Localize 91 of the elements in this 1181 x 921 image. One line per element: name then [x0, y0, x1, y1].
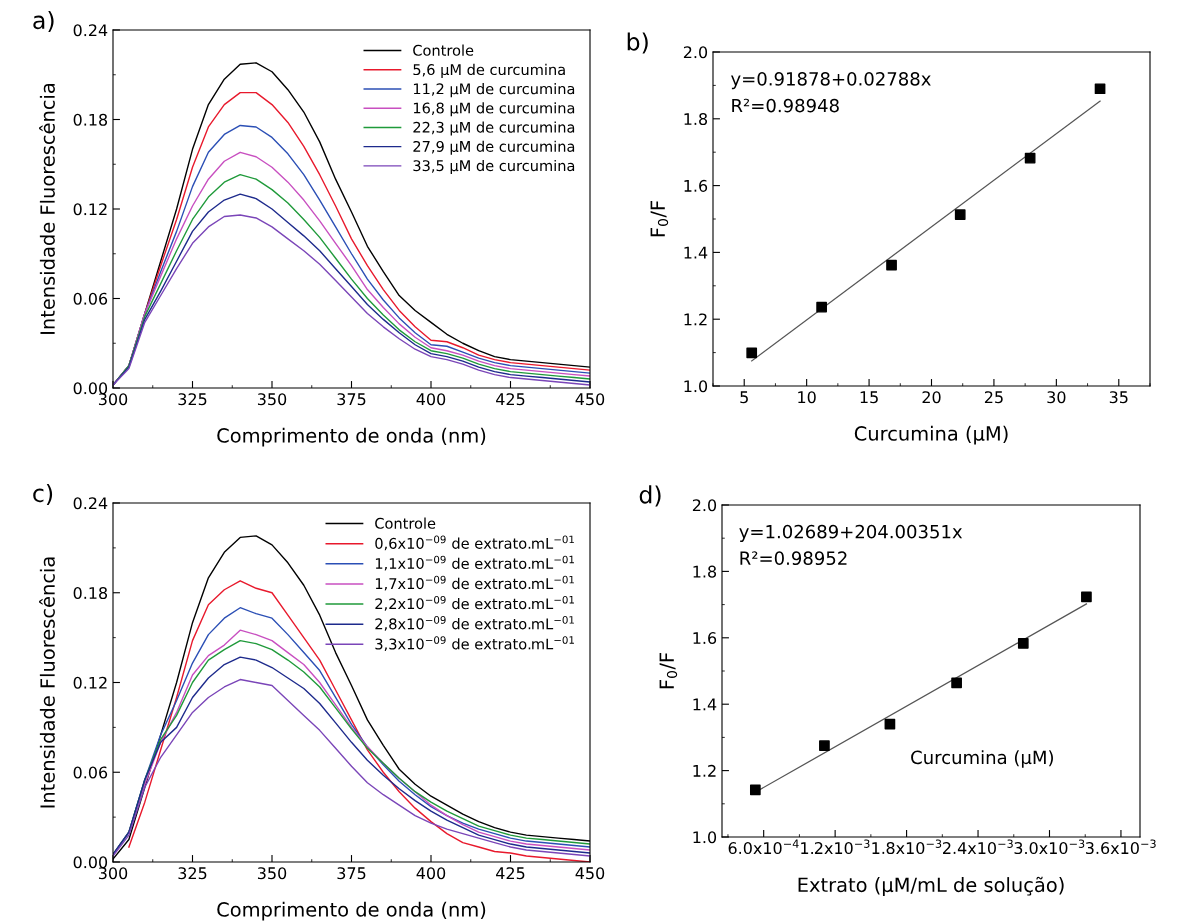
y-axis-title: Intensidade Fluorescência: [39, 557, 55, 808]
x-axis-title: Curcumina (µM): [854, 425, 1008, 445]
x-tick-label: 30: [1047, 391, 1066, 404]
x-tick-label: 10: [798, 391, 816, 404]
point: [954, 209, 966, 221]
y-tick-label: 0.24: [73, 24, 108, 37]
y-tick-label: 2.0: [683, 46, 708, 59]
y-tick-label: 0.06: [73, 766, 108, 779]
annotation: Curcumina (µM): [911, 750, 1053, 768]
legend-label: 2,2x10$^{−09}$ de extrato.mL$^{−01}$: [375, 595, 574, 611]
x-tick-label: 25: [984, 391, 1003, 404]
x-tick-label: 2.4x10$^{−3}$: [943, 839, 1013, 855]
point: [746, 347, 758, 359]
y-tick-label: 0.12: [73, 676, 107, 689]
point: [1081, 591, 1092, 603]
x-tick-label: 400: [416, 867, 446, 880]
point: [816, 301, 827, 313]
point: [749, 784, 761, 796]
x-tick-label: 350: [257, 867, 287, 880]
x-tick-label: 325: [178, 867, 207, 880]
point: [819, 740, 830, 752]
x-tick-label: 300: [98, 867, 128, 880]
point: [886, 259, 897, 271]
legend-label: 22,3 µM de curcumina: [413, 121, 575, 136]
y-tick-label: 0.18: [73, 113, 108, 126]
point: [1024, 152, 1036, 164]
y-tick-label: 0.12: [73, 203, 107, 216]
y-tick-label: 0.00: [73, 856, 108, 869]
x-tick-label: 425: [496, 393, 525, 406]
annotation: y=1.02689+204.00351x: [739, 524, 963, 542]
x-axis-title: Comprimento de onda (nm): [217, 427, 486, 447]
y-tick-label: 1.2: [684, 313, 707, 326]
legend-label: 11,2 µM de curcumina: [413, 83, 575, 98]
legend-label: 16,8 µM de curcumina: [413, 102, 575, 117]
x-tick-label: 3.0x10$^{−3}$: [1014, 839, 1085, 855]
point: [951, 677, 962, 689]
x-tick-label: 15: [860, 391, 878, 404]
legend-label: 33,5 µM de curcumina: [413, 159, 575, 175]
y-tick-label: 0.18: [73, 586, 108, 600]
legend-label: 2,8x10$^{−09}$ de extrato.mL$^{−01}$: [375, 616, 574, 631]
y-axis-title: F$_{0}$/F: [650, 200, 669, 237]
x-tick-label: 400: [416, 393, 446, 406]
y-tick-label: 0.24: [73, 497, 108, 510]
y-tick-label: 1.2: [693, 764, 716, 777]
legend-label: 0,6x10$^{−09}$ de extrato.mL$^{−01}$: [375, 535, 574, 551]
x-tick-label: 300: [98, 393, 128, 406]
x-tick-label: 425: [496, 867, 525, 880]
x-tick-label: 1.2x10$^{−3}$: [801, 839, 870, 855]
point: [1094, 83, 1106, 95]
x-tick-label: 1.8x10$^{−3}$: [872, 839, 942, 855]
y-tick-label: 1.4: [693, 698, 717, 711]
x-tick-label: 450: [575, 867, 605, 880]
legend-label: Controle: [375, 517, 436, 529]
x-tick-label: 375: [337, 393, 366, 406]
y-tick-label: 1.8: [693, 565, 717, 578]
legend-label: 1,7x10$^{−09}$ de extrato.mL$^{−01}$: [375, 575, 574, 591]
y-axis-title: F$_{0}$/F: [659, 652, 678, 689]
x-tick-label: 35: [1109, 391, 1128, 404]
x-tick-label: 20: [922, 391, 941, 404]
y-tick-label: 1.0: [684, 380, 708, 393]
y-tick-label: 1.6: [684, 179, 708, 192]
annotation: R²=0.98952: [740, 551, 847, 566]
y-tick-label: 0.06: [73, 292, 108, 305]
point: [1017, 638, 1029, 649]
x-tick-label: 5: [740, 391, 748, 404]
x-tick-label: 375: [337, 867, 366, 880]
chart-title: b): [627, 32, 648, 54]
legend-label: 5,6 µM de curcumina: [413, 63, 565, 78]
y-axis-title: Intensidade Fluorescência: [39, 83, 55, 334]
legend-label: Controle: [413, 44, 474, 56]
legend-label: 27,9 µM de curcumina: [413, 140, 575, 155]
x-tick-label: 6.0x10$^{−4}$: [728, 839, 799, 855]
y-tick-label: 1.4: [684, 246, 708, 259]
x-axis-title: Extrato (µM/mL de solução): [798, 876, 1064, 896]
annotation: R²=0.98948: [732, 98, 839, 113]
x-tick-label: 350: [257, 393, 287, 406]
y-tick-label: 1.8: [684, 113, 708, 126]
y-tick-label: 1.6: [693, 632, 717, 645]
y-tick-label: 0.00: [73, 382, 108, 395]
y-tick-label: 2.0: [692, 499, 717, 512]
legend-label: 1,1x10$^{−09}$ de extrato.mL$^{−01}$: [375, 555, 574, 571]
x-tick-label: 450: [575, 393, 605, 406]
annotation: y=0.91878+0.02788x: [731, 72, 931, 90]
chart-title: c): [33, 483, 53, 505]
x-tick-label: 325: [178, 393, 207, 406]
chart-title: a): [33, 10, 54, 32]
y-tick-label: 1.0: [693, 831, 717, 844]
x-tick-label: 3.6x10$^{−3}$: [1085, 839, 1156, 855]
legend-label: 3,3x10$^{−09}$ de extrato.mL$^{−01}$: [375, 636, 574, 651]
chart-title: d): [639, 485, 661, 507]
x-axis-title: Comprimento de onda (nm): [217, 901, 486, 921]
